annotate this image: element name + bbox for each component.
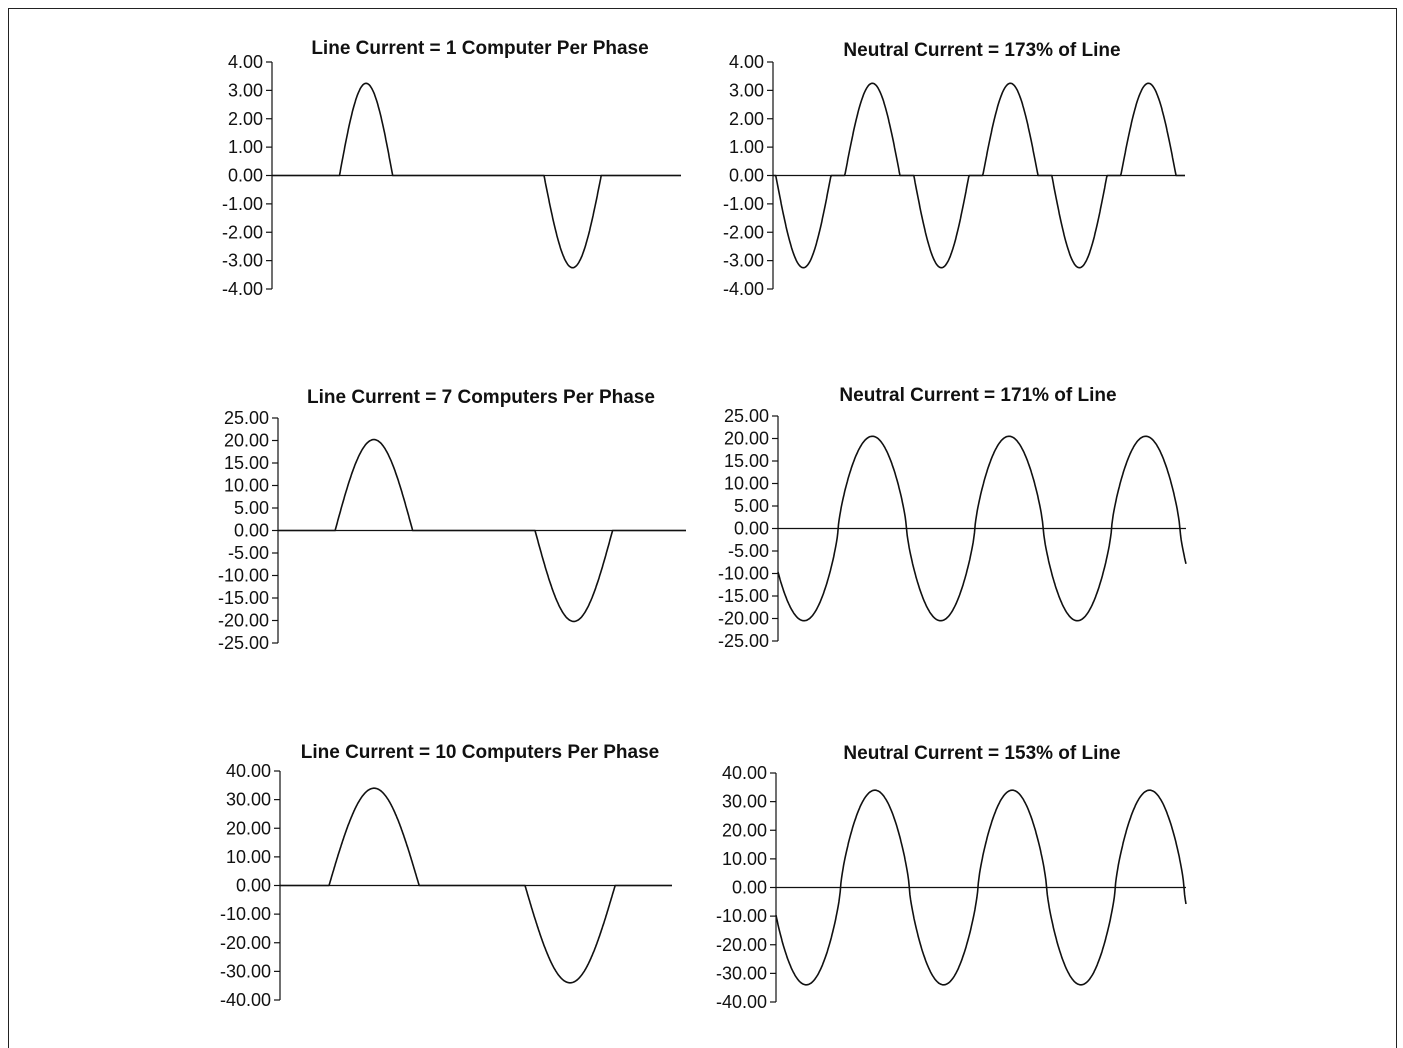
y-tick-label: 10.00 — [224, 476, 269, 496]
y-tick-label: 40.00 — [722, 763, 767, 783]
series-line — [277, 438, 687, 623]
y-tick-label: 10.00 — [226, 847, 271, 867]
y-tick-label: -20.00 — [220, 933, 271, 953]
y-tick-label: -10.00 — [218, 566, 269, 586]
y-tick-label: 25.00 — [724, 406, 769, 426]
y-tick-label: -4.00 — [222, 279, 263, 299]
y-tick-label: 25.00 — [224, 408, 269, 428]
y-tick-label: 5.00 — [234, 498, 269, 518]
y-tick-label: -40.00 — [220, 990, 271, 1010]
y-tick-label: 4.00 — [729, 52, 764, 72]
y-tick-label: -1.00 — [723, 194, 764, 214]
y-tick-label: 40.00 — [226, 761, 271, 781]
y-tick-label: -20.00 — [218, 611, 269, 631]
y-tick-label: -15.00 — [718, 586, 769, 606]
series-line — [775, 789, 1187, 986]
y-tick-label: -4.00 — [723, 279, 764, 299]
y-tick-label: -10.00 — [220, 904, 271, 924]
chart-title: Neutral Current = 171% of Line — [839, 385, 1116, 406]
y-tick-label: 2.00 — [729, 109, 764, 129]
chart-title: Neutral Current = 153% of Line — [843, 743, 1120, 764]
y-tick-label: 30.00 — [722, 792, 767, 812]
series-line — [271, 82, 682, 269]
y-tick-label: 4.00 — [228, 52, 263, 72]
chart-title: Line Current = 10 Computers Per Phase — [301, 742, 659, 763]
y-tick-label: 20.00 — [724, 429, 769, 449]
y-tick-label: 20.00 — [224, 431, 269, 451]
series-line — [279, 787, 673, 984]
y-tick-label: 10.00 — [722, 849, 767, 869]
y-tick-label: 0.00 — [732, 878, 767, 898]
y-tick-label: 0.00 — [234, 521, 269, 541]
y-tick-label: 3.00 — [228, 80, 263, 100]
y-tick-label: -30.00 — [716, 963, 767, 983]
y-tick-label: 0.00 — [236, 876, 271, 896]
y-tick-label: -2.00 — [723, 222, 764, 242]
y-tick-label: -3.00 — [222, 251, 263, 271]
y-tick-label: -40.00 — [716, 992, 767, 1012]
chart-title: Neutral Current = 173% of Line — [843, 40, 1120, 61]
y-tick-label: 10.00 — [724, 474, 769, 494]
y-tick-label: 15.00 — [224, 453, 269, 473]
chart-title: Line Current = 1 Computer Per Phase — [311, 38, 648, 59]
figure-frame — [8, 8, 1397, 1048]
y-tick-label: -3.00 — [723, 251, 764, 271]
y-tick-label: 0.00 — [228, 166, 263, 186]
y-tick-label: -25.00 — [718, 631, 769, 651]
y-tick-label: 5.00 — [734, 496, 769, 516]
y-tick-label: -20.00 — [716, 935, 767, 955]
y-tick-label: 3.00 — [729, 80, 764, 100]
y-tick-label: -1.00 — [222, 194, 263, 214]
y-tick-label: 2.00 — [228, 109, 263, 129]
y-tick-label: 30.00 — [226, 790, 271, 810]
series-line — [772, 82, 1186, 269]
y-tick-label: 1.00 — [729, 137, 764, 157]
y-tick-label: -2.00 — [222, 222, 263, 242]
y-tick-label: -5.00 — [728, 541, 769, 561]
y-tick-label: -5.00 — [228, 543, 269, 563]
series-line — [777, 435, 1187, 622]
y-tick-label: -30.00 — [220, 961, 271, 981]
y-tick-label: 0.00 — [729, 166, 764, 186]
y-tick-label: -10.00 — [718, 564, 769, 584]
y-tick-label: -15.00 — [218, 588, 269, 608]
y-tick-label: 0.00 — [734, 519, 769, 539]
y-tick-label: -10.00 — [716, 906, 767, 926]
y-tick-label: 15.00 — [724, 451, 769, 471]
y-tick-label: -20.00 — [718, 609, 769, 629]
y-tick-label: 1.00 — [228, 137, 263, 157]
chart-title: Line Current = 7 Computers Per Phase — [307, 387, 655, 408]
y-tick-label: 20.00 — [226, 818, 271, 838]
y-tick-label: -25.00 — [218, 633, 269, 653]
y-tick-label: 20.00 — [722, 820, 767, 840]
